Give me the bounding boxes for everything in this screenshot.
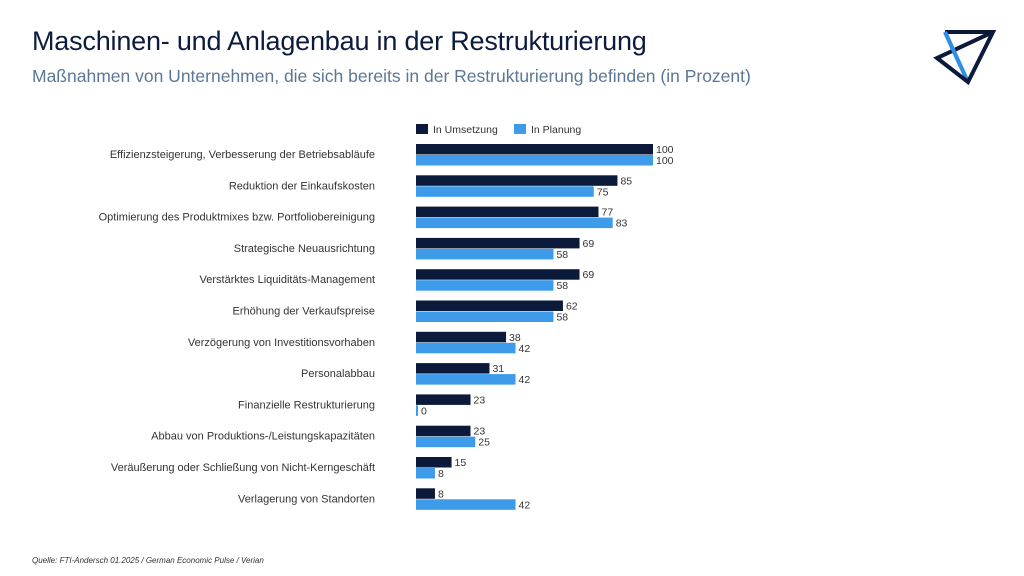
bar-in-umsetzung: [416, 300, 563, 311]
data-label: 69: [583, 269, 595, 281]
category-label: Personalabbau: [301, 368, 375, 380]
data-label: 85: [620, 175, 632, 187]
data-label: 83: [616, 218, 628, 230]
bar-in-planung: [416, 311, 554, 322]
bar-in-umsetzung: [416, 488, 435, 499]
category-label: Verzögerung von Investitionsvorhaben: [188, 337, 375, 349]
page-subtitle: Maßnahmen von Unternehmen, die sich bere…: [32, 66, 751, 86]
data-label: 23: [474, 394, 486, 406]
data-label: 42: [519, 374, 531, 386]
bar-in-planung: [416, 436, 476, 448]
bar-in-planung: [416, 342, 516, 354]
bar-in-planung: [416, 217, 613, 229]
page-title: Maschinen- und Anlagenbau in der Restruk…: [32, 26, 647, 56]
bar-in-umsetzung: [416, 331, 507, 343]
bar-in-umsetzung: [416, 206, 599, 218]
bar-in-umsetzung: [416, 457, 452, 468]
bar-in-umsetzung: [416, 363, 490, 374]
bar-in-planung: [416, 374, 516, 385]
triangle-logo-icon: [933, 30, 997, 86]
category-label: Finanzielle Restrukturierung: [238, 399, 375, 411]
data-label: 42: [519, 343, 531, 355]
source-note: Quelle: FTI-Andersch 01.2025 / German Ec…: [32, 556, 264, 565]
bar-in-planung: [416, 405, 418, 416]
data-label: 38: [509, 332, 521, 344]
bar-in-umsetzung: [416, 394, 471, 405]
legend-label: In Planung: [531, 124, 581, 136]
category-label: Reduktion der Einkaufskosten: [229, 180, 375, 192]
category-label: Erhöhung der Verkaufspreise: [233, 306, 375, 318]
category-label: Effizienzsteigerung, Verbesserung der Be…: [110, 149, 375, 161]
category-label: Strategische Neuausrichtung: [234, 243, 375, 255]
data-label: 25: [478, 437, 490, 449]
data-label: 58: [556, 249, 568, 261]
data-label: 69: [583, 238, 595, 250]
category-label: Veräußerung oder Schließung von Nicht-Ke…: [111, 462, 375, 474]
legend-swatch: [514, 124, 526, 134]
data-label: 42: [519, 499, 531, 511]
bar-in-planung: [416, 186, 594, 197]
data-label: 100: [656, 144, 674, 156]
data-label: 8: [438, 488, 444, 500]
bar-in-planung: [416, 468, 435, 479]
data-label: 31: [492, 363, 504, 375]
category-label: Optimierung des Produktmixes bzw. Portfo…: [99, 212, 375, 224]
bar-in-umsetzung: [416, 425, 471, 437]
bar-in-planung: [416, 280, 554, 291]
bar-in-planung: [416, 248, 554, 260]
data-label: 23: [474, 426, 486, 438]
data-label: 8: [438, 468, 444, 480]
legend-swatch: [416, 124, 428, 134]
legend-label: In Umsetzung: [433, 124, 498, 136]
data-label: 58: [556, 312, 568, 324]
bar-in-umsetzung: [416, 175, 618, 186]
bar-in-umsetzung: [416, 237, 580, 249]
data-label: 75: [597, 186, 609, 198]
data-label: 0: [421, 405, 427, 417]
data-label: 58: [556, 280, 568, 292]
category-label: Verlagerung von Standorten: [238, 493, 375, 505]
category-label: Verstärktes Liquiditäts-Management: [200, 274, 375, 286]
category-label: Abbau von Produktions-/Leistungskapazitä…: [151, 431, 375, 443]
bar-in-umsetzung: [416, 269, 580, 280]
bar-in-planung: [416, 499, 516, 510]
bar-in-planung: [416, 155, 653, 166]
bar-in-umsetzung: [416, 144, 653, 155]
data-label: 15: [455, 457, 467, 469]
data-label: 77: [601, 207, 613, 219]
data-label: 62: [566, 301, 578, 313]
data-label: 100: [656, 155, 674, 167]
